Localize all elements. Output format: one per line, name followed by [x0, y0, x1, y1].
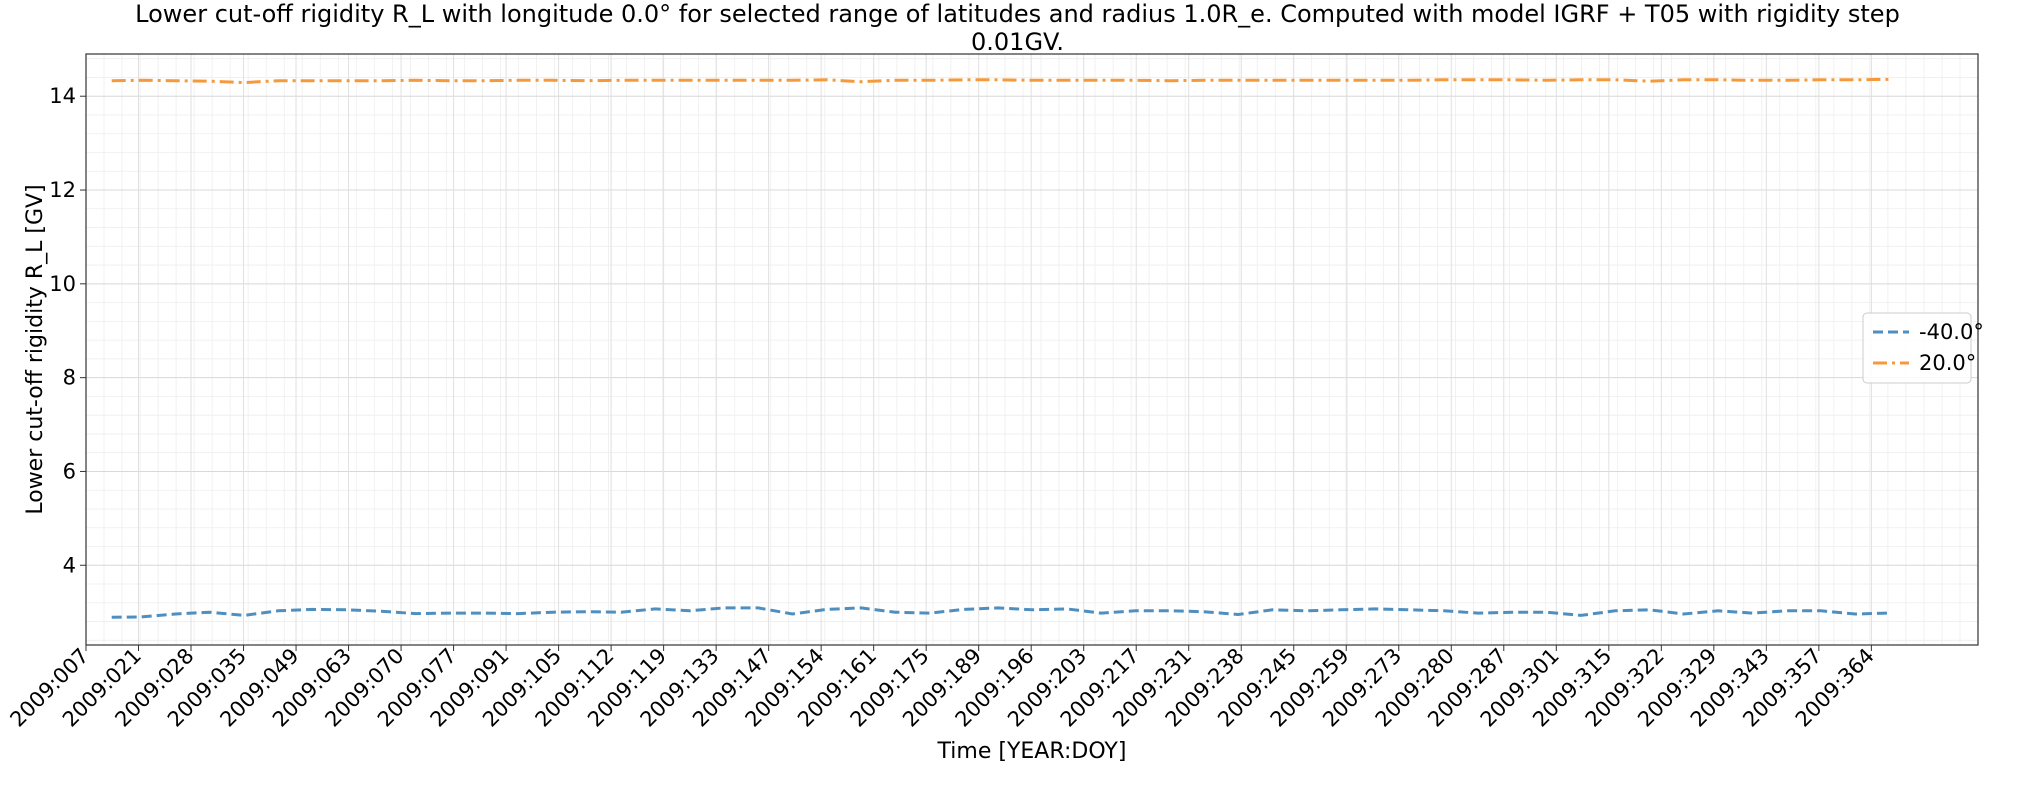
y-tick-label: 6	[63, 459, 76, 483]
chart-title-line2: 0.01GV.	[971, 28, 1064, 56]
minor-grid	[85, 54, 1978, 645]
y-tick-label: 10	[49, 272, 76, 296]
series-layer	[111, 77, 1890, 619]
legend: -40.0° 20.0°	[1862, 312, 1984, 384]
x-axis-label: Time [YEAR:DOY]	[937, 739, 1127, 764]
x-axis: 2009:0072009:0212009:0282009:0352009:049…	[5, 644, 1878, 732]
y-tick-label: 4	[63, 553, 76, 577]
y-tick-label: 8	[63, 366, 76, 390]
chart-title: Lower cut-off rigidity R_L with longitud…	[0, 0, 2035, 56]
series-line-0	[111, 606, 1890, 619]
legend-entry: 20.0°	[1919, 351, 1976, 375]
y-axis-label: Lower cut-off rigidity R_L [GV]	[23, 184, 48, 514]
y-axis: 4 6 8 10 12 14	[49, 84, 86, 577]
y-tick-label: 14	[49, 84, 76, 108]
series-line-1	[111, 77, 1890, 85]
major-grid	[85, 54, 1978, 645]
plot-frame	[85, 53, 1979, 646]
chart-title-line1: Lower cut-off rigidity R_L with longitud…	[135, 0, 1900, 28]
y-tick-label: 12	[49, 178, 76, 202]
legend-entry: -40.0°	[1919, 320, 1984, 344]
